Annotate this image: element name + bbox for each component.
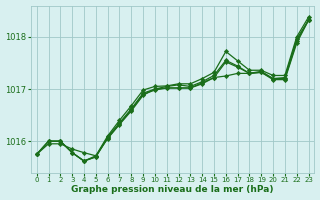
X-axis label: Graphe pression niveau de la mer (hPa): Graphe pression niveau de la mer (hPa) <box>71 185 274 194</box>
